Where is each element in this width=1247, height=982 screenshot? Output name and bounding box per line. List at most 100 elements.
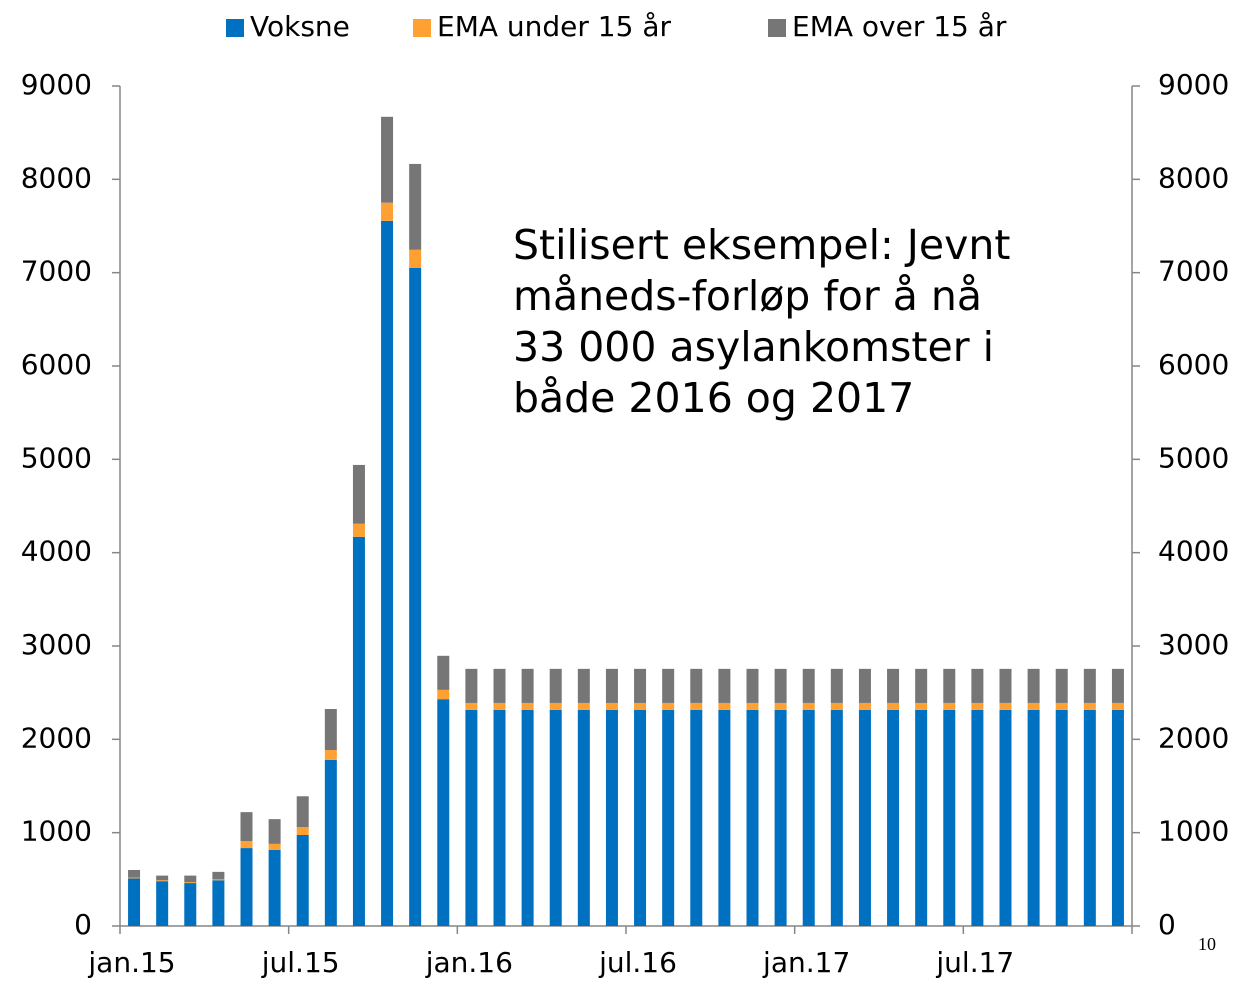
legend-swatch (226, 19, 244, 37)
bar-segment (662, 668, 675, 703)
bar-segment (1055, 668, 1068, 703)
y2-tick-label: 8000 (1158, 161, 1229, 194)
bar-segment (577, 709, 590, 926)
bar-segment (802, 702, 815, 710)
bar-segment (634, 668, 647, 703)
bar-segment (802, 668, 815, 703)
legend-label: EMA over 15 år (792, 10, 1007, 43)
bar-segment (521, 709, 534, 926)
y-tick-label: 8000 (21, 161, 92, 194)
bar-segment (352, 464, 365, 524)
bar-segment (1055, 702, 1068, 710)
bar-segment (1111, 709, 1124, 926)
bar-segment (690, 709, 703, 926)
bar-segment (1027, 702, 1040, 710)
bar-segment (352, 536, 365, 926)
bar-segment (746, 702, 759, 710)
y2-tick-label: 9000 (1158, 68, 1229, 101)
bar-segment (212, 879, 225, 881)
legend-swatch (413, 19, 431, 37)
bar-segment (156, 875, 169, 881)
bar-segment (858, 668, 871, 703)
bar-segment (1027, 709, 1040, 926)
bar-segment (887, 668, 900, 703)
bar-segment (690, 702, 703, 710)
bar-segment (437, 699, 450, 926)
bar-segment (943, 668, 956, 703)
x-tick-label: jul.16 (598, 946, 677, 979)
bar-segment (128, 878, 141, 926)
bar-segment (268, 849, 281, 926)
bar-segment (212, 871, 225, 880)
bar-segment (718, 709, 731, 926)
bar-segment (971, 668, 984, 703)
bar-segment (521, 668, 534, 703)
bar-segment (971, 709, 984, 926)
bar-segment (240, 841, 253, 849)
bar-segment (999, 668, 1012, 703)
legend-label: EMA under 15 år (437, 10, 671, 43)
bar-segment (746, 709, 759, 926)
y-tick-label: 5000 (21, 441, 92, 474)
bar-segment (830, 668, 843, 703)
bar-segment (409, 163, 422, 250)
bar-segment (184, 875, 197, 883)
bar-segment (1055, 709, 1068, 926)
legend-label: Voksne (250, 10, 350, 43)
y-tick-label: 6000 (21, 348, 92, 381)
bar-segment (549, 668, 562, 703)
bar-segment (409, 249, 422, 268)
y2-tick-label: 0 (1158, 908, 1176, 941)
bar-segment (268, 819, 281, 844)
bar-segment (915, 702, 928, 710)
bar-segment (493, 668, 506, 703)
bar-segment (437, 655, 450, 690)
bar-segment (577, 702, 590, 710)
bar-segment (381, 202, 394, 221)
bar-segment (999, 702, 1012, 710)
y2-tick-label: 4000 (1158, 535, 1229, 568)
x-tick-label: jan.17 (762, 946, 850, 979)
bar-segment (184, 882, 197, 884)
y-tick-label: 1000 (21, 815, 92, 848)
bar-segment (1027, 668, 1040, 703)
bar-segment (324, 750, 337, 760)
bar-segment (324, 759, 337, 926)
bar-segment (212, 880, 225, 926)
y-tick-label: 4000 (21, 535, 92, 568)
bar-segment (296, 835, 309, 926)
bar-segment (381, 220, 394, 926)
bar-segment (1111, 702, 1124, 710)
bar-segment (128, 870, 141, 878)
bar-segment (915, 668, 928, 703)
bar-segment (774, 709, 787, 926)
bar-segment (943, 702, 956, 710)
annotation: Stilisert eksempel: Jevnt (513, 221, 1010, 269)
annotation: måneds-forløp for å nå (513, 272, 982, 320)
bar-segment (1111, 668, 1124, 703)
annotation: både 2016 og 2017 (513, 374, 914, 422)
bar-segment (1083, 702, 1096, 710)
x-tick-label: jan.16 (425, 946, 513, 979)
bar-segment (577, 668, 590, 703)
bar-segment (493, 709, 506, 926)
x-tick-label: jul.17 (935, 946, 1014, 979)
bar-segment (465, 702, 478, 710)
bar-segment (634, 702, 647, 710)
y-tick-label: 9000 (21, 68, 92, 101)
bar-segment (999, 709, 1012, 926)
y2-tick-label: 5000 (1158, 441, 1229, 474)
bar-segment (1083, 668, 1096, 703)
bar-segment (437, 689, 450, 700)
bar-segment (774, 702, 787, 710)
bar-segment (802, 709, 815, 926)
bar-segment (634, 709, 647, 926)
bar-segment (915, 709, 928, 926)
bar-segment (324, 709, 337, 751)
bar-segment (605, 709, 618, 926)
y-tick-label: 7000 (21, 255, 92, 288)
bar-segment (549, 709, 562, 926)
bar-segment (352, 523, 365, 537)
y2-tick-label: 1000 (1158, 815, 1229, 848)
bar-segment (943, 709, 956, 926)
